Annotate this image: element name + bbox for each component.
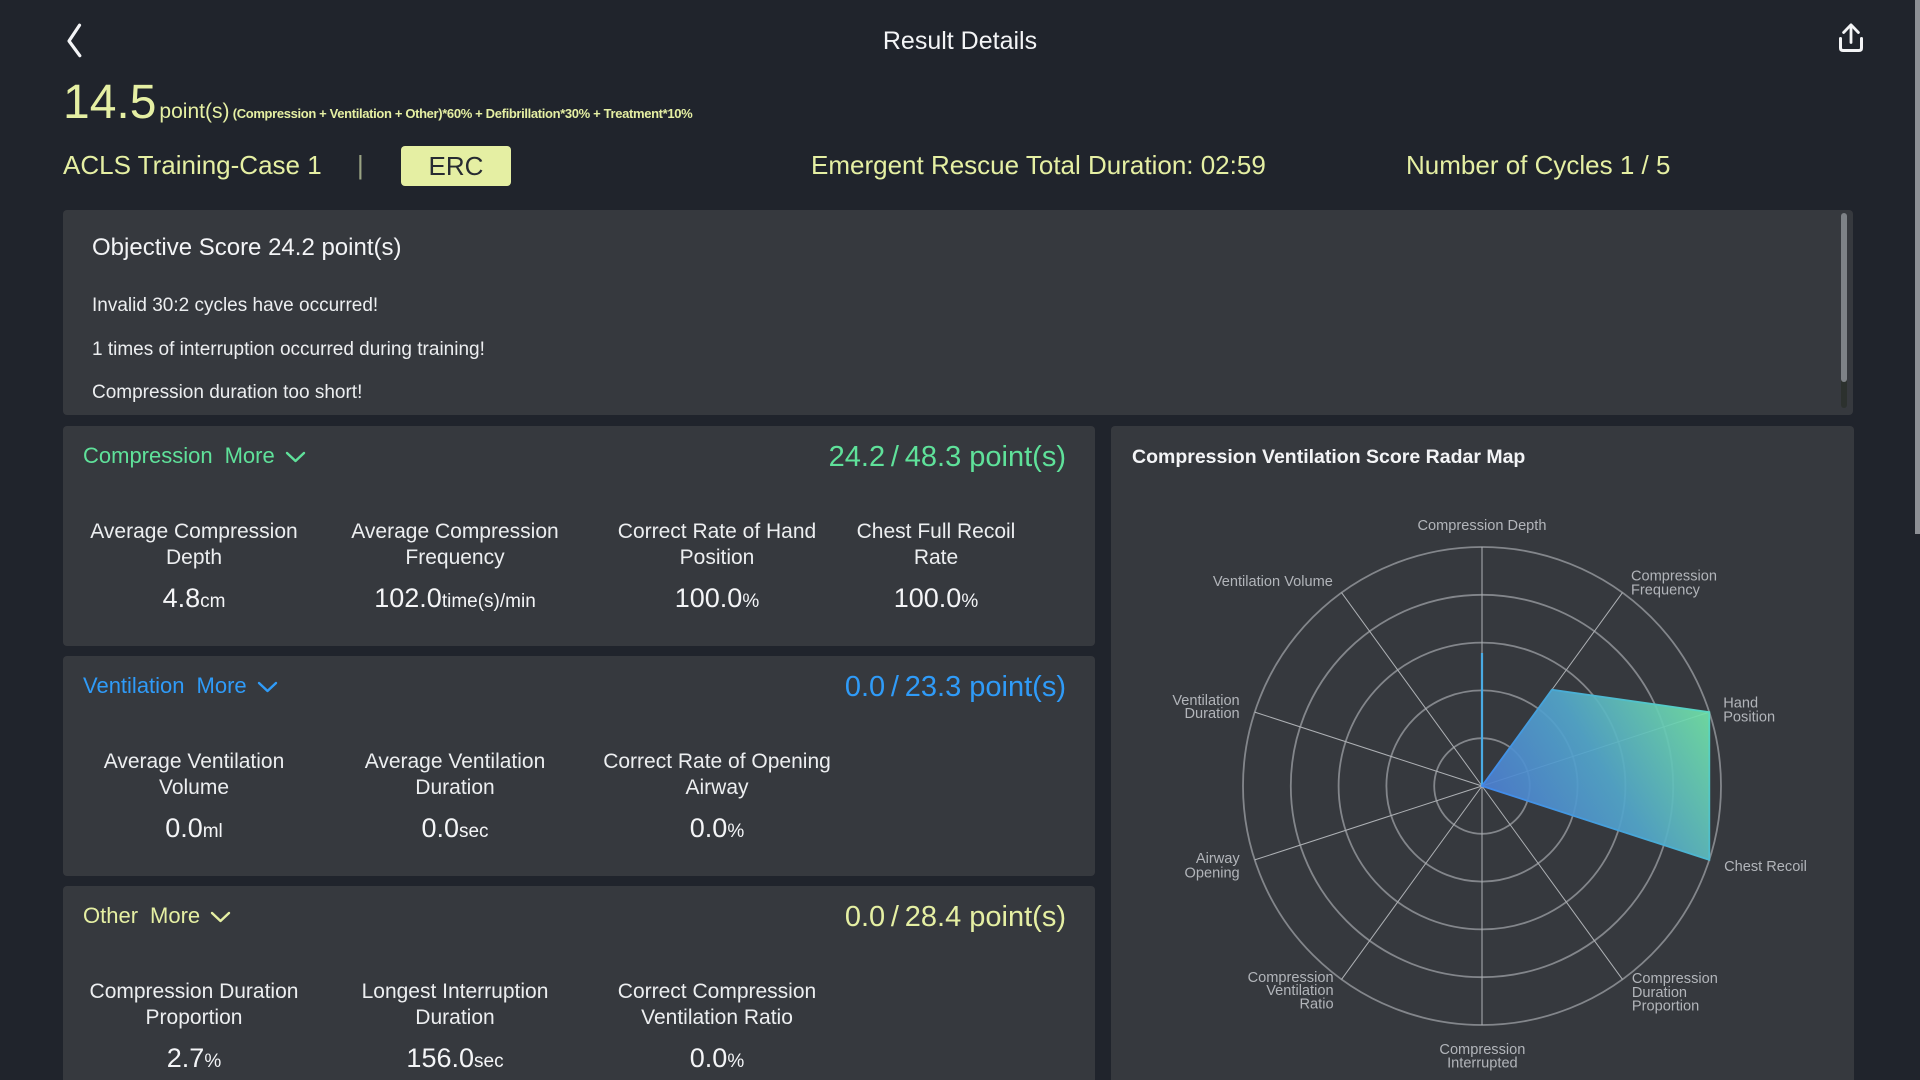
- svg-text:Ventilation Volume: Ventilation Volume: [1213, 574, 1333, 590]
- svg-text:Interrupted: Interrupted: [1447, 1056, 1518, 1072]
- svg-text:Ratio: Ratio: [1300, 996, 1334, 1012]
- svg-text:Compression: Compression: [1248, 970, 1334, 986]
- svg-text:Hand: Hand: [1723, 695, 1758, 711]
- svg-text:Opening: Opening: [1185, 865, 1240, 881]
- svg-text:Airway: Airway: [1196, 851, 1240, 867]
- svg-text:Compression: Compression: [1439, 1042, 1525, 1058]
- svg-text:Compression: Compression: [1631, 569, 1717, 585]
- svg-text:Frequency: Frequency: [1631, 583, 1701, 599]
- svg-text:Compression Depth: Compression Depth: [1418, 518, 1547, 534]
- svg-text:Chest Recoil: Chest Recoil: [1724, 859, 1807, 875]
- svg-text:Duration: Duration: [1632, 985, 1687, 1001]
- svg-text:Compression: Compression: [1632, 971, 1718, 987]
- svg-text:Position: Position: [1723, 710, 1775, 726]
- svg-text:Proportion: Proportion: [1632, 998, 1699, 1014]
- svg-text:Ventilation: Ventilation: [1172, 693, 1239, 709]
- svg-text:Ventilation: Ventilation: [1266, 983, 1333, 999]
- svg-text:Duration: Duration: [1185, 706, 1240, 722]
